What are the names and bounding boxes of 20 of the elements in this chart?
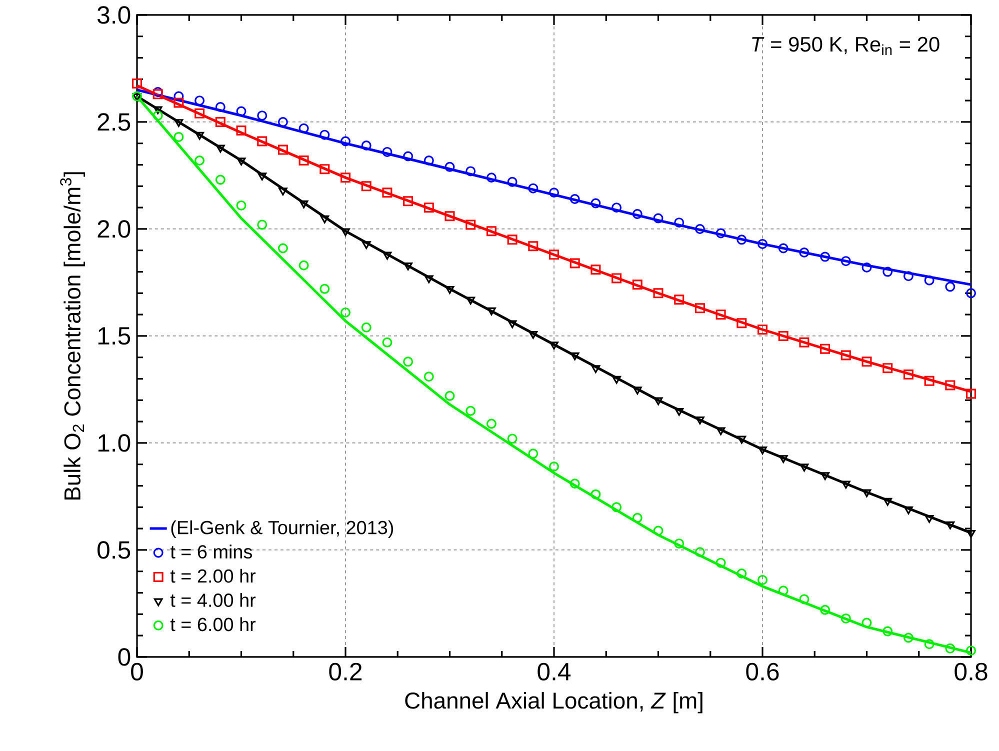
x-tick-label: 0.6 <box>746 662 779 680</box>
x-tick-label: 0.4 <box>538 662 571 680</box>
y-axis-title: Bulk O$_{2}$ Concentration [mole/m$^{3}$] <box>60 172 86 500</box>
annotation: T = 950 K, Re$_{in}$ = 20 <box>752 36 940 55</box>
y-tick-label: 2.0 <box>98 220 130 238</box>
y-tick-label: 0.5 <box>98 541 130 559</box>
legend-label: t = 6.00 hr <box>170 617 256 632</box>
legend-label: (El-Genk & Tournier, 2013) <box>171 520 394 538</box>
x-tick-label: 0.2 <box>329 662 362 680</box>
x-tick-label: 0.8 <box>954 662 988 680</box>
y-tick-label: 0 <box>118 648 130 666</box>
y-tick-label: 1.0 <box>98 434 130 452</box>
x-axis-title: Channel Axial Location, Z [m] <box>405 692 702 714</box>
legend-label: t = 2.00 hr <box>170 568 256 583</box>
y-tick-label: 3.0 <box>97 6 130 24</box>
legend-label: t = 6 mins <box>170 544 252 559</box>
y-tick-label: 1.5 <box>98 327 130 345</box>
y-tick-label: 2.5 <box>98 113 130 131</box>
x-tick-label: 0 <box>131 662 143 680</box>
legend-label: t = 4.00 hr <box>170 593 256 607</box>
